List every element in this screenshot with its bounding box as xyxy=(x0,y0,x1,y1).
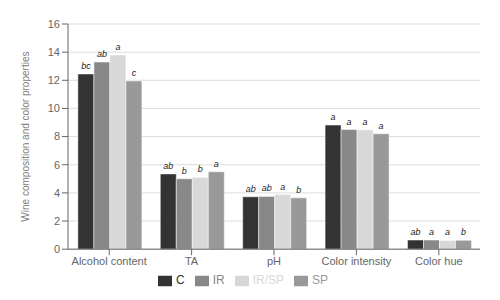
svg-text:ab: ab xyxy=(262,183,272,193)
svg-text:14: 14 xyxy=(48,46,60,58)
svg-text:ab: ab xyxy=(163,161,173,171)
svg-text:ab: ab xyxy=(410,227,420,237)
svg-text:a: a xyxy=(280,182,285,192)
svg-text:a: a xyxy=(429,227,434,237)
svg-text:Wine composition and color pro: Wine composition and color properties xyxy=(20,52,31,222)
svg-text:0: 0 xyxy=(54,243,60,255)
svg-text:10: 10 xyxy=(48,102,60,114)
svg-text:4: 4 xyxy=(54,187,60,199)
svg-text:Color hue: Color hue xyxy=(415,255,463,267)
svg-text:a: a xyxy=(347,117,352,127)
svg-text:b: b xyxy=(182,166,187,176)
html-text:IR: IR xyxy=(212,273,225,288)
svg-text:b: b xyxy=(461,227,466,237)
svg-text:bc: bc xyxy=(81,61,91,71)
svg-text:ab: ab xyxy=(97,49,107,59)
svg-text:16: 16 xyxy=(48,18,60,30)
svg-text:a: a xyxy=(445,227,450,237)
svg-text:6: 6 xyxy=(54,159,60,171)
svg-text:a: a xyxy=(115,42,120,52)
svg-text:ab: ab xyxy=(246,184,256,194)
svg-text:8: 8 xyxy=(54,130,60,142)
html-text:C: C xyxy=(176,273,185,288)
svg-text:TA: TA xyxy=(185,255,199,267)
svg-text:Color intensity: Color intensity xyxy=(322,255,392,267)
svg-text:pH: pH xyxy=(267,255,281,267)
svg-text:a: a xyxy=(214,159,219,169)
svg-text:12: 12 xyxy=(48,74,60,86)
svg-text:c: c xyxy=(132,68,137,78)
svg-text:a: a xyxy=(379,121,384,131)
svg-text:2: 2 xyxy=(54,215,60,227)
svg-text:a: a xyxy=(363,117,368,127)
html-text:SP: SP xyxy=(312,273,328,288)
svg-text:a: a xyxy=(331,112,336,122)
svg-text:Alcohol content: Alcohol content xyxy=(72,255,147,267)
svg-text:b: b xyxy=(296,185,301,195)
svg-text:b: b xyxy=(198,164,203,174)
html-text:IR/SP: IR/SP xyxy=(252,273,284,288)
